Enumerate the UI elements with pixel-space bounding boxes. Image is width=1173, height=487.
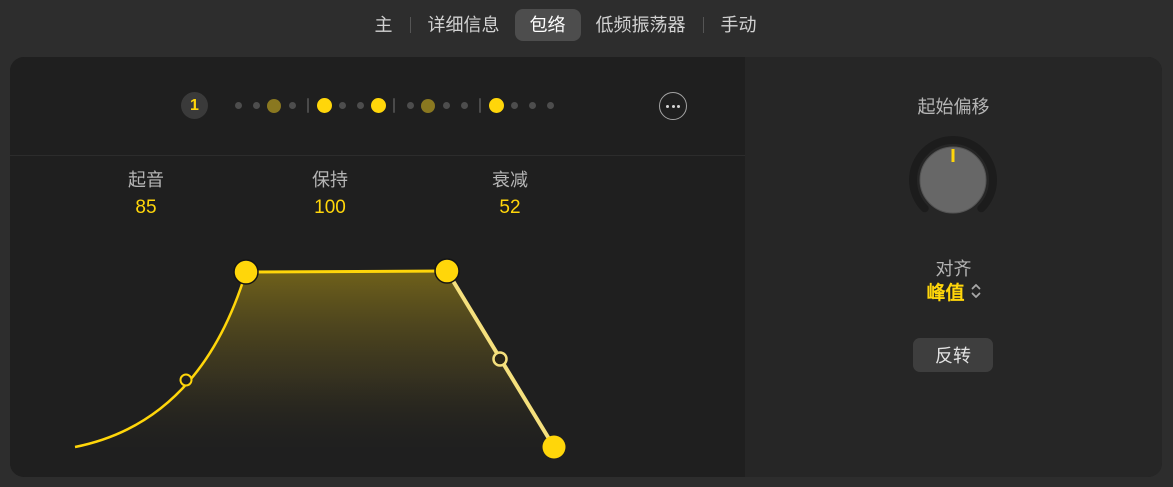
start-offset-label: 起始偏移: [917, 97, 990, 117]
step-dot-off: [546, 102, 554, 109]
envelope-editor: 1 起音 85 保持 100 衰减 52: [10, 57, 745, 477]
step-dot-off: [406, 102, 414, 109]
step-dot[interactable]: [351, 102, 369, 109]
end-node[interactable]: [542, 435, 566, 459]
align-value: 峰值: [926, 282, 965, 304]
step-dots: [229, 92, 559, 119]
more-options-button[interactable]: [659, 92, 687, 120]
step-dot[interactable]: [419, 98, 437, 113]
decay-label: 衰减: [492, 170, 528, 190]
step-dot-off: [234, 102, 242, 109]
chevron-up-down-icon: [971, 284, 980, 298]
attack-value[interactable]: 85: [135, 197, 157, 218]
invert-button[interactable]: 反转: [913, 338, 993, 372]
ellipsis-icon: [677, 104, 680, 108]
start-offset-knob[interactable]: [903, 130, 1003, 230]
tab-separator: [702, 17, 704, 33]
step-dot[interactable]: [229, 102, 247, 109]
step-dot[interactable]: [505, 102, 523, 109]
step-dot[interactable]: [455, 102, 473, 109]
step-dot-off: [356, 102, 364, 109]
envelope-curve: [74, 258, 566, 459]
step-dot[interactable]: [369, 98, 387, 113]
hold-value[interactable]: 100: [314, 197, 346, 218]
tab-separator: [409, 17, 411, 33]
step-dot-off: [510, 102, 518, 109]
attack-node[interactable]: [233, 259, 259, 285]
align-popup-button[interactable]: 峰值: [745, 279, 1162, 304]
current-step-badge[interactable]: 1: [181, 92, 208, 119]
step-dot-on: [316, 98, 332, 113]
step-dot[interactable]: [401, 102, 419, 109]
tab-manual[interactable]: 手动: [706, 9, 772, 41]
step-dot-mid: [267, 98, 281, 113]
tab-main[interactable]: 主: [360, 9, 408, 41]
step-group-separator: [307, 98, 309, 113]
align-label: 对齐: [935, 259, 972, 279]
step-dot-off: [442, 102, 450, 109]
step-group-separator: [479, 98, 481, 113]
hold-segment: [245, 269, 448, 274]
tab-bar: 主详细信息 包络 低频振荡器 手动: [0, 8, 1152, 42]
step-group-separator: [393, 98, 395, 113]
step-dot-off: [288, 102, 296, 109]
step-dot[interactable]: [541, 102, 559, 109]
envelope-panel: 1 起音 85 保持 100 衰减 52: [10, 57, 1162, 477]
ellipsis-icon: [671, 104, 675, 108]
step-dot[interactable]: [247, 102, 265, 109]
step-dot-on: [370, 98, 386, 113]
hold-node[interactable]: [434, 258, 460, 284]
tab-envelope[interactable]: 包络: [514, 9, 581, 41]
attack-curve-handle[interactable]: [179, 373, 193, 387]
tab-lfo[interactable]: 低频振荡器: [581, 9, 701, 41]
hold-label: 保持: [312, 170, 348, 190]
step-dot-off: [528, 102, 536, 109]
envelope-fill: [75, 271, 554, 447]
step-dot-on: [488, 98, 504, 113]
attack-segment: [74, 271, 248, 449]
step-dot[interactable]: [283, 102, 301, 109]
step-dot[interactable]: [315, 98, 333, 113]
step-indicator-row: 1: [10, 57, 745, 156]
decay-param: 衰减 52: [440, 169, 580, 219]
attack-label: 起音: [128, 170, 164, 190]
step-dot[interactable]: [523, 102, 541, 109]
step-dot-off: [252, 102, 260, 109]
hold-param: 保持 100: [260, 169, 400, 219]
step-dot[interactable]: [265, 98, 283, 113]
decay-curve-handle[interactable]: [492, 351, 508, 367]
attack-param: 起音 85: [76, 169, 216, 219]
decay-value[interactable]: 52: [499, 197, 521, 218]
step-dot-mid: [421, 98, 435, 113]
ellipsis-icon: [666, 104, 669, 108]
tab-details[interactable]: 详细信息: [413, 9, 515, 41]
step-dot[interactable]: [437, 102, 455, 109]
step-dot-off: [338, 102, 346, 109]
step-dot[interactable]: [333, 102, 351, 109]
step-dot-off: [460, 102, 468, 109]
envelope-options: 起始偏移 对齐 峰值 反转: [745, 57, 1162, 477]
step-dot[interactable]: [487, 98, 505, 113]
knob-body: [919, 146, 987, 214]
knob-track: [909, 136, 997, 213]
